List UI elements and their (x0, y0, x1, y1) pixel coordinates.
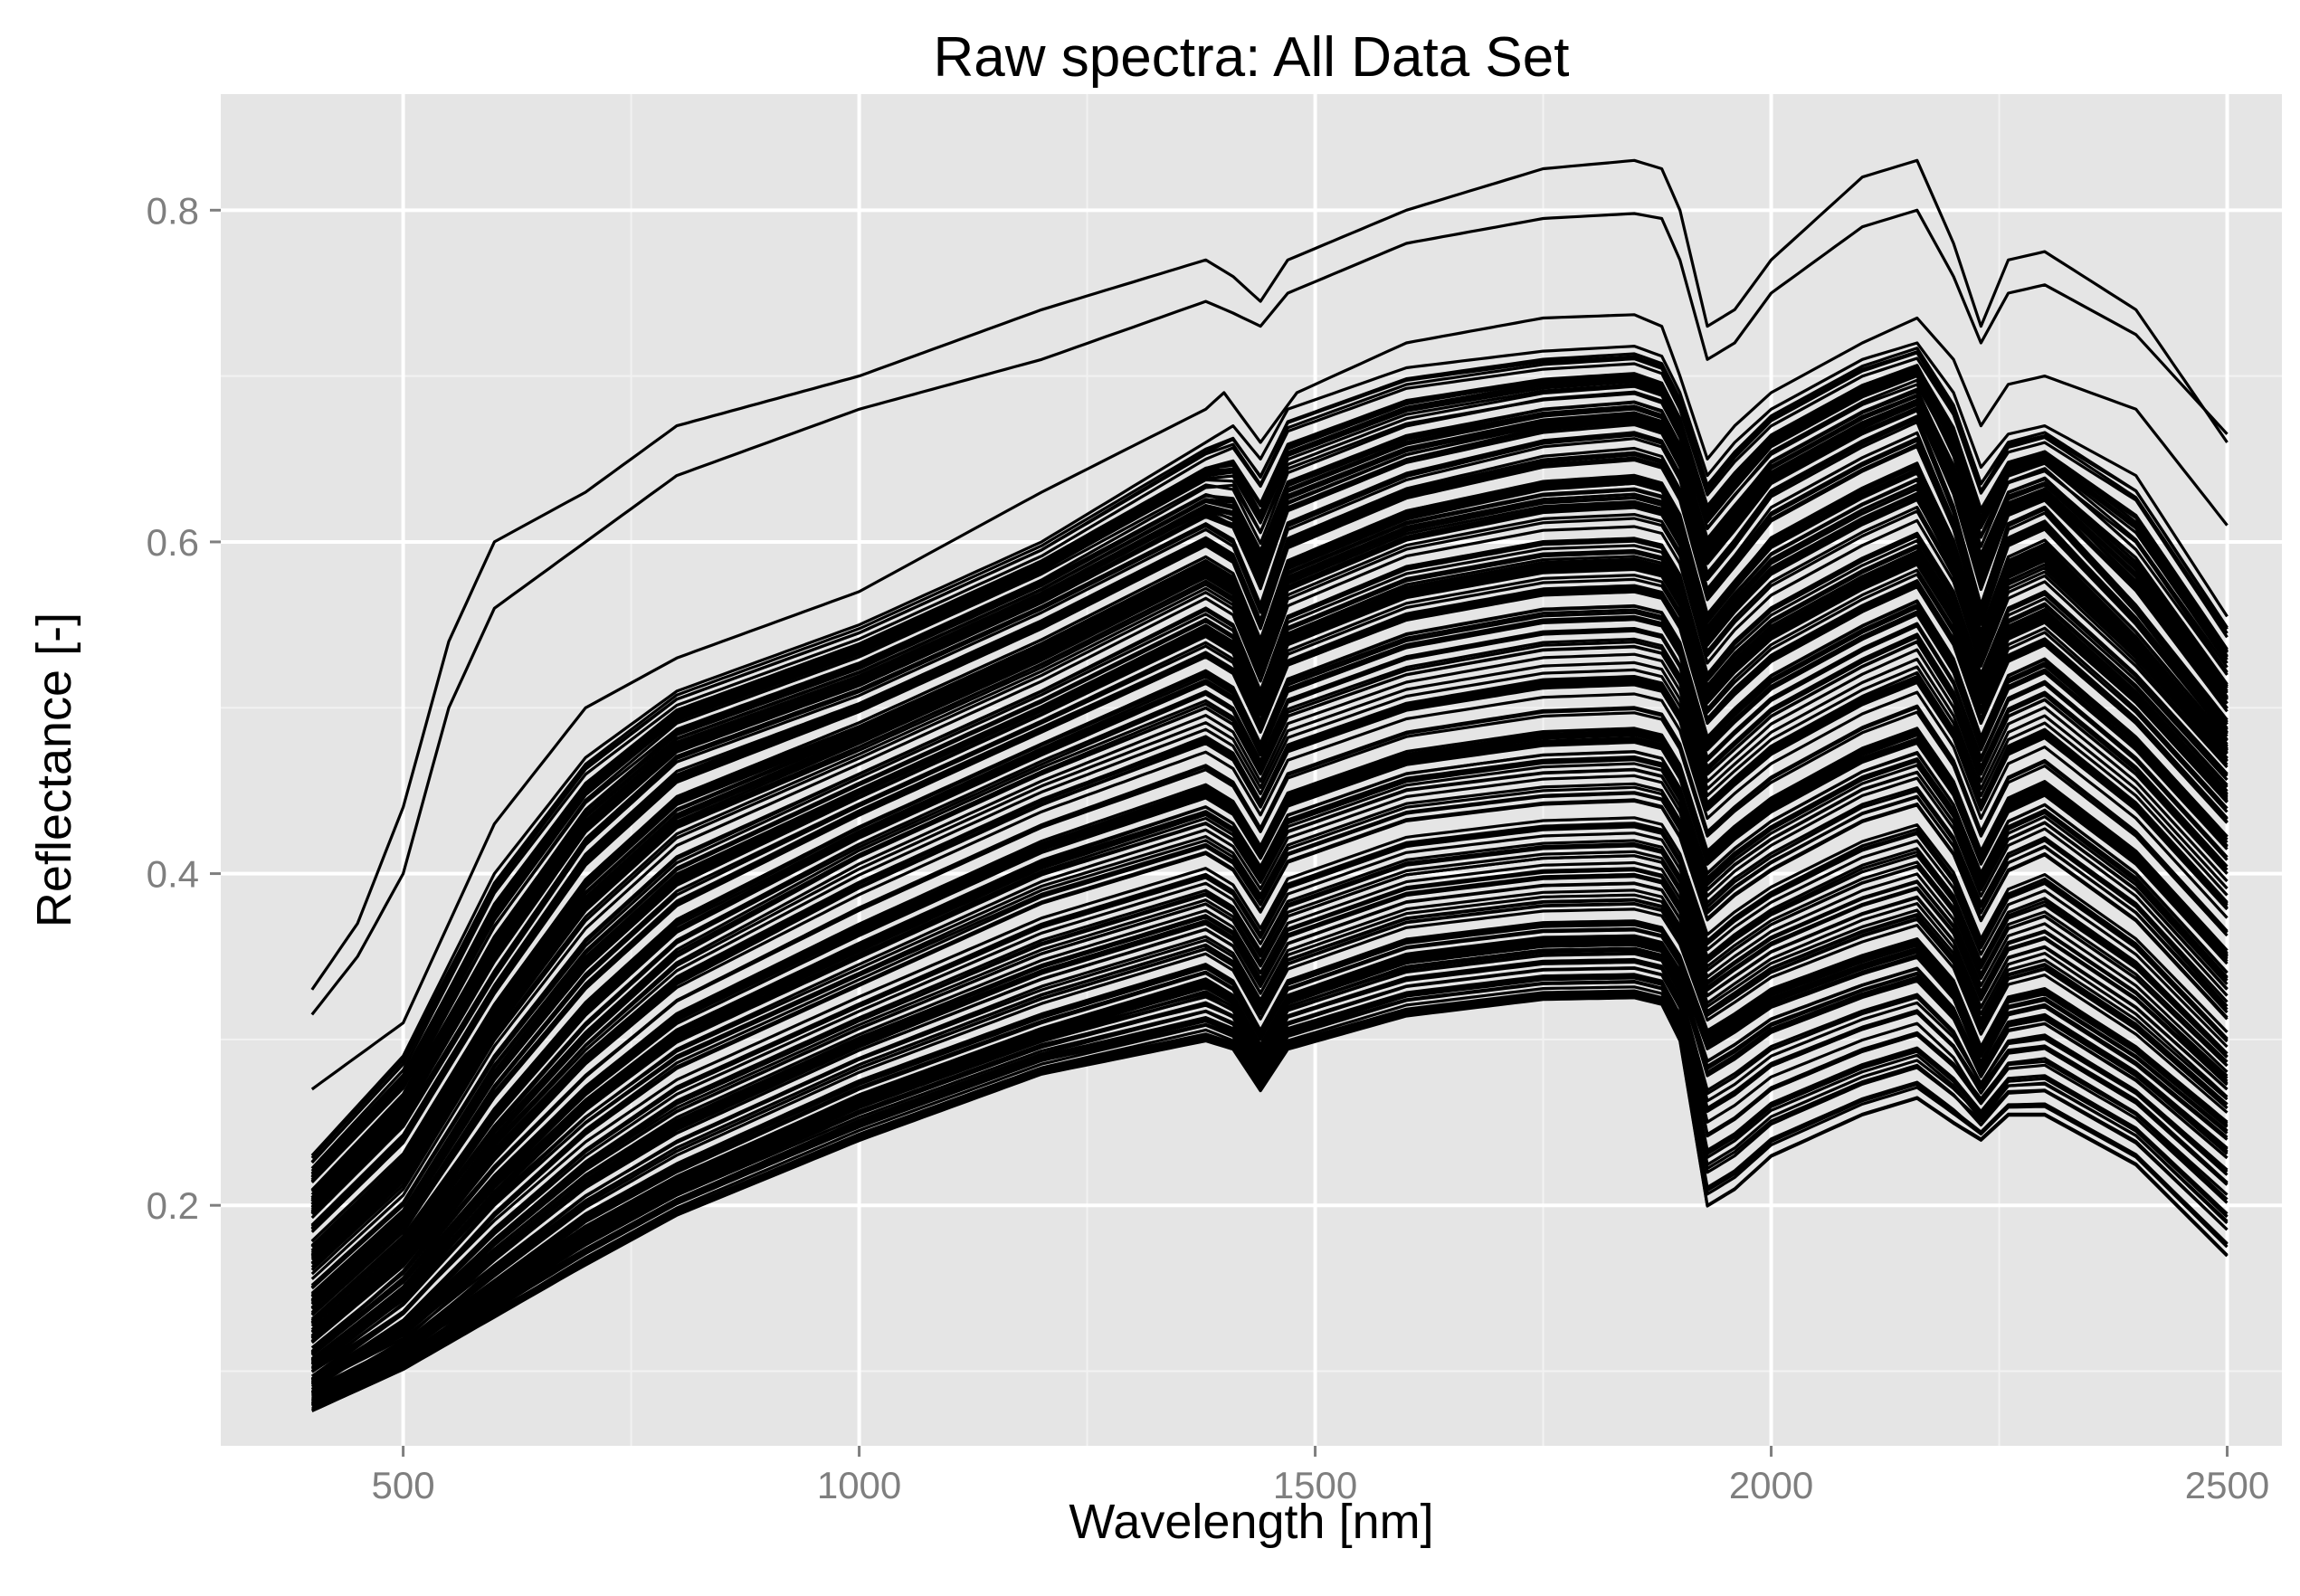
spectrum-line (310, 444, 2229, 1233)
spectrum-line (310, 366, 2229, 1178)
spectrum-line (310, 584, 2229, 1316)
spectrum-line (310, 378, 2229, 1184)
spectrum-line (311, 902, 2229, 1395)
spectrum-line (310, 738, 2229, 1354)
spectrum-line (310, 208, 2229, 1016)
spectrum-line (311, 957, 2229, 1402)
spectrum-line (310, 158, 2229, 991)
spectrum-line (310, 401, 2229, 1206)
spectrum-line (310, 364, 2229, 1173)
spectrum-line (310, 568, 2229, 1310)
spectrum-line (310, 762, 2229, 1371)
spectrum-line (310, 755, 2229, 1361)
spectrum-line (311, 882, 2229, 1384)
spectra-lines (310, 158, 2229, 1412)
spectrum-line (311, 981, 2229, 1411)
spectrum-line (310, 532, 2229, 1290)
spectrum-line (310, 831, 2229, 1385)
axis-ticks: 500 1000 1500 2000 2500 0.2 0.4 0.6 0.8 (147, 189, 2270, 1506)
spectrum-line (310, 841, 2229, 1391)
spectrum-line (311, 934, 2229, 1402)
chart-title: Raw spectra: All Data Set (934, 26, 1570, 89)
spectrum-line (310, 758, 2229, 1371)
spectrum-line (310, 383, 2229, 1192)
spectrum-line (310, 350, 2229, 1164)
spectrum-line (310, 665, 2229, 1339)
spectrum-line (310, 603, 2229, 1321)
spectrum-line (310, 610, 2229, 1325)
spectrum-line (311, 943, 2229, 1408)
spectrum-line (311, 980, 2229, 1401)
spectrum-line (310, 461, 2229, 1248)
spectrum-line (310, 822, 2229, 1387)
spectrum-line (310, 415, 2229, 1215)
spectrum-line (311, 928, 2229, 1398)
spectrum-line (310, 670, 2229, 1353)
spectrum-line (311, 907, 2229, 1394)
spectrum-line (310, 390, 2229, 1196)
spectrum-line (310, 313, 2229, 1091)
spectrum-line (310, 850, 2229, 1381)
spectrum-line (311, 872, 2229, 1381)
y-tick-label: 0.8 (147, 189, 199, 232)
spectrum-line (310, 341, 2229, 1157)
spectrum-line (310, 860, 2229, 1386)
spectrum-line (310, 839, 2229, 1389)
spectrum-line (310, 406, 2229, 1209)
spectrum-line (310, 356, 2229, 1170)
spectrum-line (311, 994, 2229, 1406)
spectrum-line (310, 657, 2229, 1337)
spectrum-line (311, 888, 2229, 1397)
spectrum-line (310, 632, 2229, 1334)
spectrum-line (310, 558, 2229, 1298)
x-axis-label: Wavelength [nm] (1069, 1495, 1433, 1549)
spectrum-line (310, 546, 2229, 1297)
spectrum-line (310, 640, 2229, 1339)
spectrum-line (310, 727, 2229, 1357)
spectrum-line (310, 624, 2229, 1337)
x-tick-label: 500 (372, 1464, 435, 1506)
spectrum-line (310, 854, 2229, 1382)
spectrum-line (311, 951, 2229, 1402)
spectrum-line (311, 919, 2229, 1392)
x-tick-label: 1500 (1273, 1464, 1357, 1506)
spectrum-line (311, 898, 2229, 1392)
spectrum-line (310, 816, 2229, 1373)
spectrum-line (310, 506, 2229, 1271)
y-tick-label: 0.6 (147, 521, 199, 564)
y-tick-label: 0.2 (147, 1184, 199, 1227)
spectrum-line (310, 782, 2229, 1364)
x-tick-label: 2000 (1729, 1464, 1813, 1506)
x-tick-label: 2500 (2185, 1464, 2269, 1506)
spectrum-line (310, 437, 2229, 1227)
spectrum-line (310, 372, 2229, 1182)
x-tick-label: 1000 (817, 1464, 901, 1506)
spectrum-line (311, 985, 2229, 1412)
y-tick-label: 0.4 (147, 853, 199, 896)
spectrum-line (310, 825, 2229, 1384)
spectrum-line (311, 966, 2229, 1401)
spectrum-line (310, 518, 2229, 1280)
spectrum-line (310, 483, 2229, 1256)
spectrum-line (311, 923, 2229, 1392)
y-axis-label: Reflectance [-] (27, 613, 81, 927)
spectrum-line (310, 494, 2229, 1266)
spectrum-line (310, 710, 2229, 1349)
spectrum-line (310, 785, 2229, 1373)
spectrum-line (310, 799, 2229, 1381)
spectrum-line (310, 562, 2229, 1304)
